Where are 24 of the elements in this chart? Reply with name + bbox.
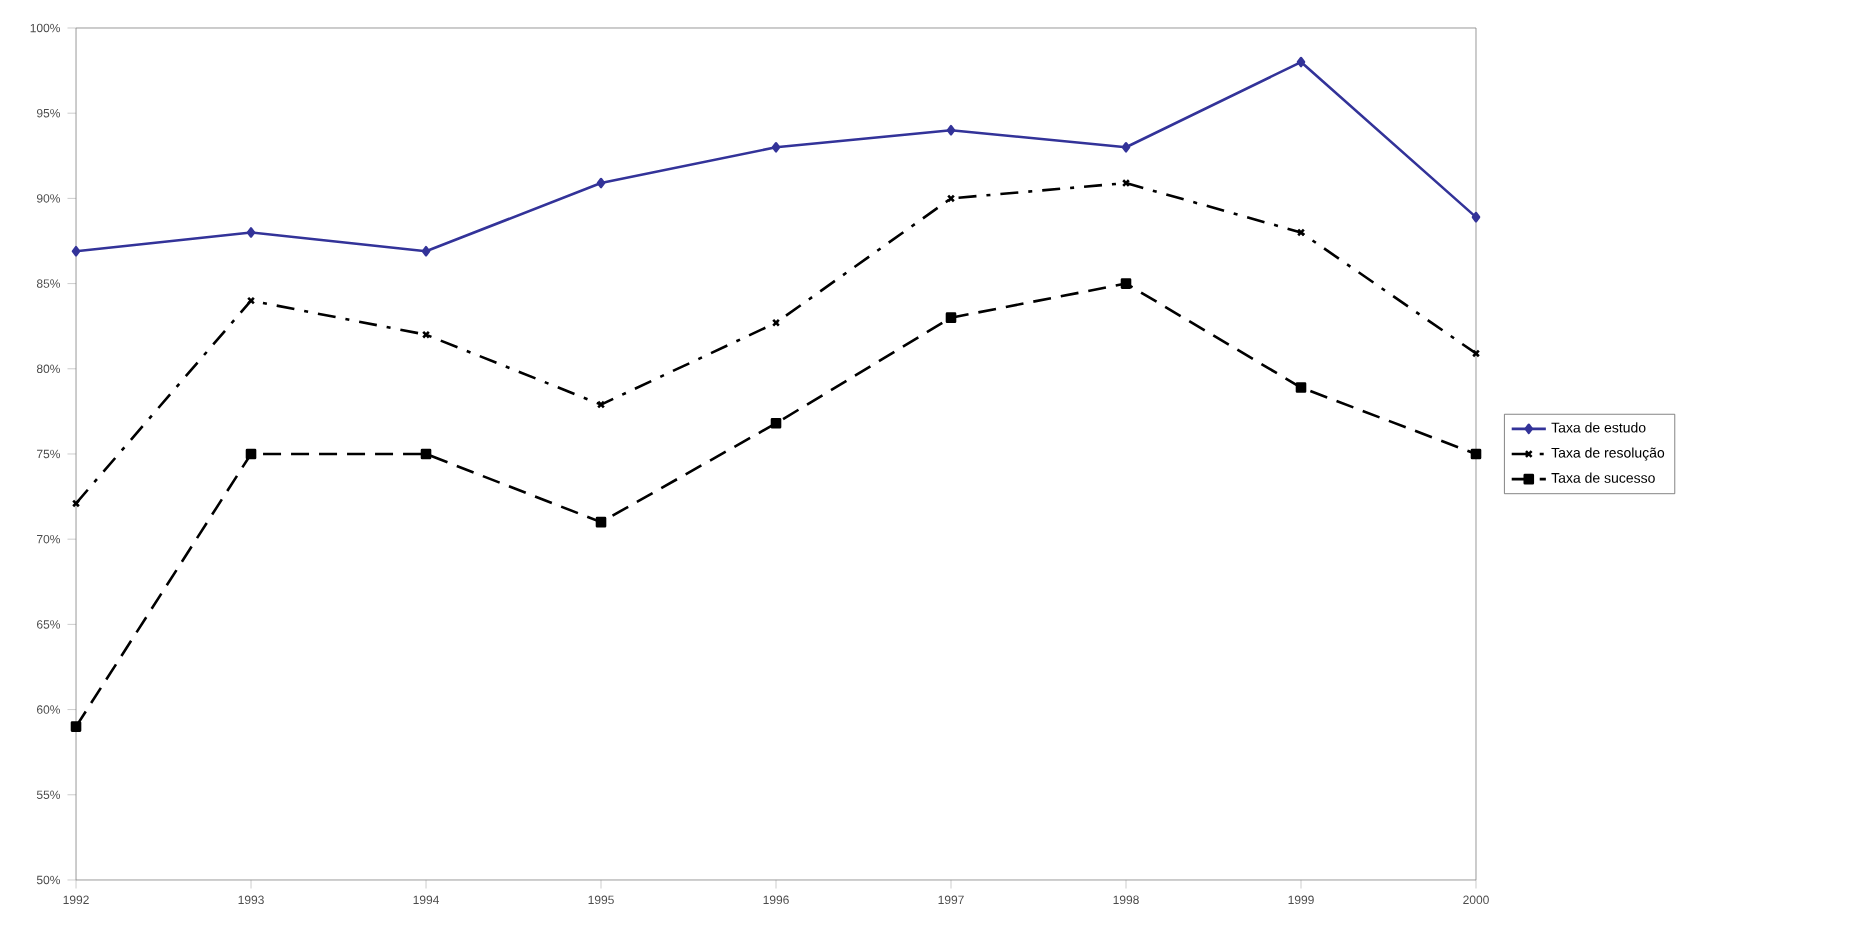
point — [1296, 56, 1306, 68]
point — [596, 177, 606, 189]
point — [1295, 382, 1307, 393]
point — [1121, 141, 1131, 153]
point — [946, 124, 956, 136]
point — [596, 400, 606, 409]
point — [945, 312, 957, 323]
point — [1120, 278, 1132, 289]
point — [246, 296, 256, 305]
point — [70, 721, 82, 732]
point — [71, 499, 81, 508]
point — [1296, 228, 1306, 237]
point — [771, 141, 781, 153]
point — [770, 418, 782, 429]
point — [71, 245, 81, 257]
point — [421, 245, 431, 257]
point — [1471, 211, 1481, 223]
point — [1470, 448, 1482, 460]
point — [245, 448, 257, 460]
point — [1471, 349, 1481, 358]
point — [246, 227, 256, 238]
point — [595, 516, 607, 528]
point — [420, 448, 432, 460]
point — [946, 194, 956, 203]
